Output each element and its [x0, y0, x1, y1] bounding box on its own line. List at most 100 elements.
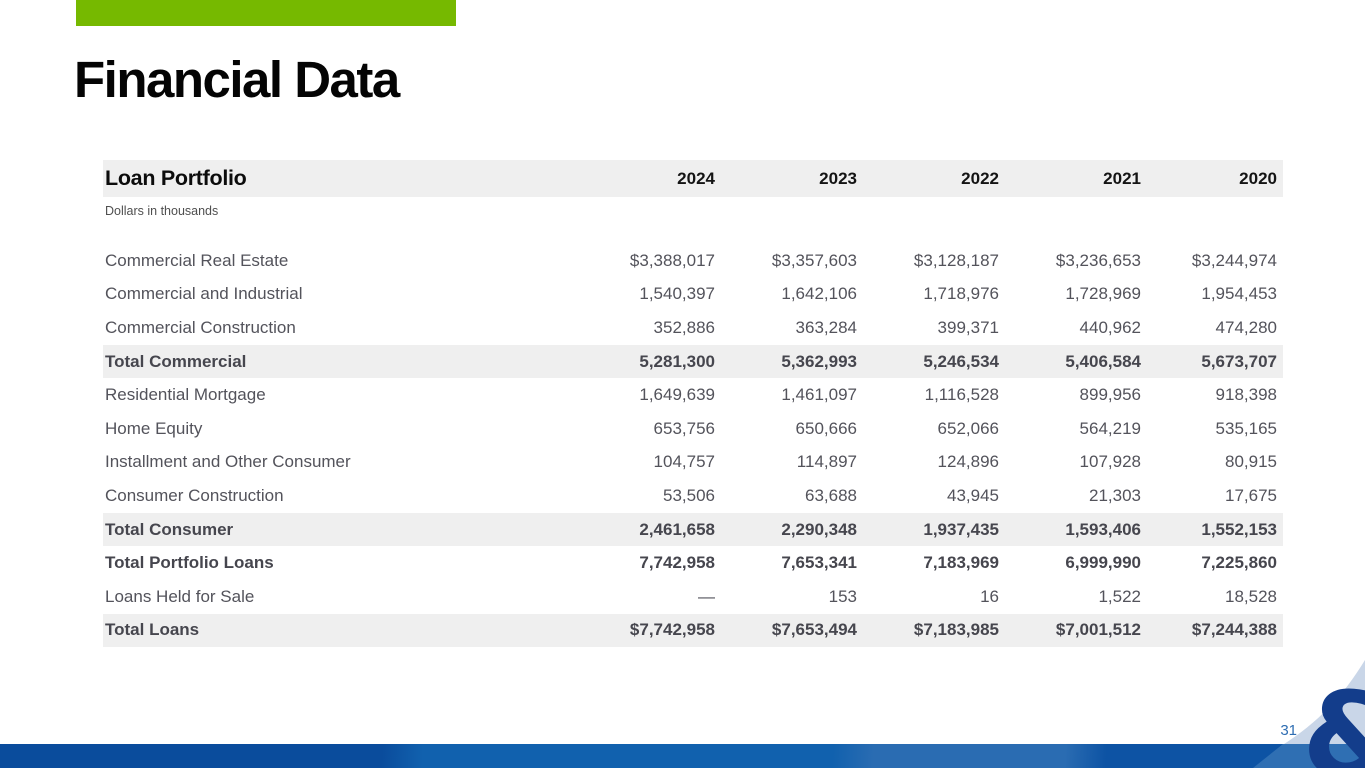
row-value: 474,280	[1215, 317, 1277, 337]
table-subtitle: Dollars in thousands	[105, 204, 219, 218]
row-value: 17,675	[1225, 485, 1277, 505]
year-column-header: 2021	[1103, 168, 1141, 188]
year-column-header: 2020	[1239, 168, 1277, 188]
green-accent-bar	[76, 0, 456, 26]
row-value: 16	[980, 586, 999, 606]
page-number: 31	[1280, 722, 1297, 739]
row-value: 1,461,097	[781, 385, 857, 405]
row-value: 1,937,435	[923, 519, 999, 539]
row-value: 1,728,969	[1065, 284, 1141, 304]
row-value: 535,165	[1215, 418, 1277, 438]
row-value: 1,642,106	[781, 284, 857, 304]
year-column-header: 2024	[677, 168, 715, 188]
wave-swoosh-graphic	[1253, 660, 1365, 768]
row-value: 363,284	[795, 317, 857, 337]
row-value: 652,066	[937, 418, 999, 438]
row-value: $3,236,653	[1055, 250, 1141, 270]
row-label: Total Portfolio Loans	[105, 553, 274, 573]
row-value: 2,290,348	[781, 519, 857, 539]
row-value: $7,001,512	[1055, 620, 1141, 640]
row-value: 5,281,300	[639, 351, 715, 371]
row-value: 440,962	[1079, 317, 1141, 337]
row-label: Consumer Construction	[105, 485, 284, 505]
row-value: 63,688	[805, 485, 857, 505]
row-label: Commercial and Industrial	[105, 284, 303, 304]
row-value: 5,246,534	[923, 351, 999, 371]
row-label: Installment and Other Consumer	[105, 452, 351, 472]
row-label: Loans Held for Sale	[105, 586, 255, 606]
table-row: Home Equity 653,756 650,666 652,066 564,219 5…	[103, 412, 1283, 446]
row-value: $3,128,187	[913, 250, 999, 270]
row-value: $3,244,974	[1191, 250, 1277, 270]
row-value: 918,398	[1215, 385, 1277, 405]
row-value: 1,593,406	[1065, 519, 1141, 539]
row-value: 107,928	[1079, 452, 1141, 472]
row-value: 650,666	[795, 418, 857, 438]
row-value: 7,183,969	[923, 553, 999, 573]
year-column-header: 2023	[819, 168, 857, 188]
row-value: 1,718,976	[923, 284, 999, 304]
row-label: Home Equity	[105, 418, 203, 438]
row-value: 6,999,990	[1065, 553, 1141, 573]
row-value: 7,225,860	[1201, 553, 1277, 573]
row-value: 653,756	[653, 418, 715, 438]
table-row: Total Loans $7,742,958 $7,653,494 $7,183,98…	[103, 613, 1283, 648]
row-label: Residential Mortgage	[105, 385, 266, 405]
row-value: 43,945	[947, 485, 999, 505]
row-value: 1,522	[1098, 586, 1141, 606]
table-row: Commercial and Industrial 1,540,397 1,642,…	[103, 278, 1283, 312]
row-value: $3,388,017	[629, 250, 715, 270]
table-row: Commercial Real Estate $3,388,017 $3,357,6…	[103, 244, 1283, 278]
row-value: 1,649,639	[639, 385, 715, 405]
row-value: 153	[828, 586, 857, 606]
row-label: Commercial Construction	[105, 317, 296, 337]
row-value: 1,116,528	[924, 385, 999, 405]
row-value: 1,954,453	[1201, 284, 1277, 304]
row-value: 7,742,958	[639, 553, 715, 573]
row-value: 5,673,707	[1201, 351, 1277, 371]
row-value: 1,552,153	[1201, 519, 1277, 539]
row-value: 80,915	[1225, 452, 1277, 472]
row-value: 18,528	[1225, 586, 1277, 606]
row-value: 899,956	[1079, 385, 1141, 405]
ampersand-logo: &	[1302, 676, 1365, 768]
row-value: 5,362,993	[781, 351, 857, 371]
row-value: $7,244,388	[1191, 620, 1277, 640]
table-row: Consumer Construction 53,506 63,688 43,945 2…	[103, 479, 1283, 513]
row-label: Total Loans	[105, 620, 200, 640]
row-value: 21,303	[1089, 485, 1141, 505]
loan-portfolio-table: Loan Portfolio 2024 2023 2022 2021 2020 …	[103, 160, 1283, 648]
row-value: 399,371	[937, 317, 999, 337]
table-row: Loans Held for Sale — 153 16 1,522 18,528	[103, 580, 1283, 614]
row-value: $3,357,603	[771, 250, 857, 270]
row-value: —	[698, 586, 715, 606]
row-value: 114,897	[796, 452, 857, 472]
row-value: $7,183,985	[913, 620, 999, 640]
row-value: 1,540,397	[639, 284, 715, 304]
row-value: $7,653,494	[771, 620, 857, 640]
year-column-header: 2022	[961, 168, 999, 188]
table-row: Total Portfolio Loans 7,742,958 7,653,341 7…	[103, 546, 1283, 580]
row-value: 53,506	[663, 485, 715, 505]
table-row: Commercial Construction 352,886 363,284 399…	[103, 311, 1283, 345]
table-row: Total Commercial 5,281,300 5,362,993 5,246,…	[103, 344, 1283, 379]
row-value: 352,886	[653, 317, 715, 337]
row-value: 564,219	[1079, 418, 1141, 438]
table-row: Residential Mortgage 1,649,639 1,461,097 1,…	[103, 378, 1283, 412]
row-value: 2,461,658	[639, 519, 715, 539]
row-value: 104,757	[653, 452, 715, 472]
page-title: Financial Data	[74, 51, 400, 108]
row-value: 5,406,584	[1065, 351, 1141, 371]
table-body: Commercial Real Estate $3,388,017 $3,357,6…	[103, 244, 1283, 648]
row-label: Total Consumer	[105, 519, 234, 539]
bottom-wave-bar	[0, 744, 1365, 768]
row-label: Total Commercial	[105, 351, 247, 371]
row-value: 7,653,341	[781, 553, 857, 573]
table-row: Total Consumer 2,461,658 2,290,348 1,937,43…	[103, 512, 1283, 547]
row-value: $7,742,958	[629, 620, 715, 640]
table-row: Installment and Other Consumer 104,757 114…	[103, 446, 1283, 480]
table-title: Loan Portfolio	[105, 166, 247, 190]
row-label: Commercial Real Estate	[105, 250, 289, 270]
table-header-row: Loan Portfolio 2024 2023 2022 2021 2020	[103, 160, 1283, 197]
